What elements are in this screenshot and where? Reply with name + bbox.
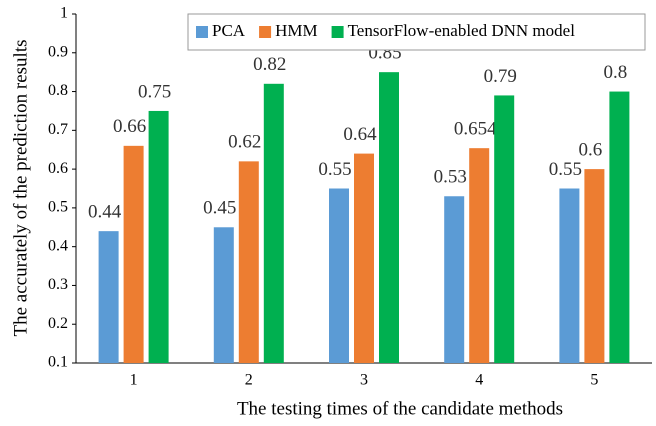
- legend-label: TensorFlow-enabled DNN model: [348, 21, 576, 40]
- value-label: 0.45: [203, 198, 236, 219]
- x-tick-label: 2: [245, 372, 253, 389]
- bar: [444, 196, 465, 363]
- bar: [494, 95, 515, 363]
- bar: [584, 169, 605, 363]
- value-label: 0.44: [88, 202, 122, 223]
- bar: [609, 91, 630, 364]
- bar: [559, 188, 580, 363]
- value-label: 0.66: [113, 116, 146, 137]
- x-tick-label: 5: [590, 372, 598, 389]
- legend-box: [187, 13, 646, 51]
- y-tick-label: 1: [60, 5, 68, 22]
- bar: [148, 110, 169, 363]
- legend-swatch: [259, 26, 272, 38]
- bar: [263, 83, 284, 364]
- bar: [354, 153, 374, 363]
- value-label: 0.654: [454, 119, 497, 140]
- value-label: 0.64: [343, 124, 377, 145]
- y-tick-label: 0.2: [48, 315, 68, 332]
- value-label: 0.82: [253, 54, 286, 75]
- y-tick-label: 0.1: [48, 354, 68, 371]
- y-axis-title: The accurately of the prediction results: [10, 39, 31, 336]
- bar: [123, 145, 144, 363]
- y-tick-label: 0.4: [48, 237, 68, 254]
- value-label: 0.79: [484, 66, 517, 87]
- y-tick-label: 0.5: [48, 199, 68, 216]
- x-tick-label: 1: [130, 372, 138, 389]
- y-tick-label: 0.9: [48, 43, 68, 60]
- y-tick-label: 0.3: [48, 276, 68, 293]
- bar: [469, 148, 490, 363]
- x-tick-label: 3: [360, 372, 368, 389]
- bar: [238, 161, 259, 363]
- value-label: 0.53: [434, 167, 467, 188]
- value-label: 0.55: [549, 159, 582, 180]
- x-axis-title: The testing times of the candidate metho…: [237, 398, 563, 419]
- legend-swatch: [331, 26, 344, 38]
- bar: [213, 227, 234, 363]
- value-label: 0.55: [318, 159, 351, 180]
- value-label: 0.75: [138, 81, 171, 102]
- bar: [379, 72, 399, 364]
- value-label: 0.8: [604, 62, 628, 83]
- legend-label: HMM: [275, 21, 318, 40]
- legend-label: PCA: [212, 21, 246, 40]
- y-tick-label: 0.6: [48, 160, 68, 177]
- legend-swatch: [196, 26, 208, 38]
- value-label: 0.6: [579, 139, 603, 160]
- bar: [98, 231, 119, 363]
- y-tick-label: 0.8: [48, 82, 68, 99]
- value-label: 0.62: [228, 132, 261, 153]
- y-tick-label: 0.7: [48, 121, 68, 138]
- bar: [329, 188, 349, 363]
- x-tick-label: 4: [475, 372, 483, 389]
